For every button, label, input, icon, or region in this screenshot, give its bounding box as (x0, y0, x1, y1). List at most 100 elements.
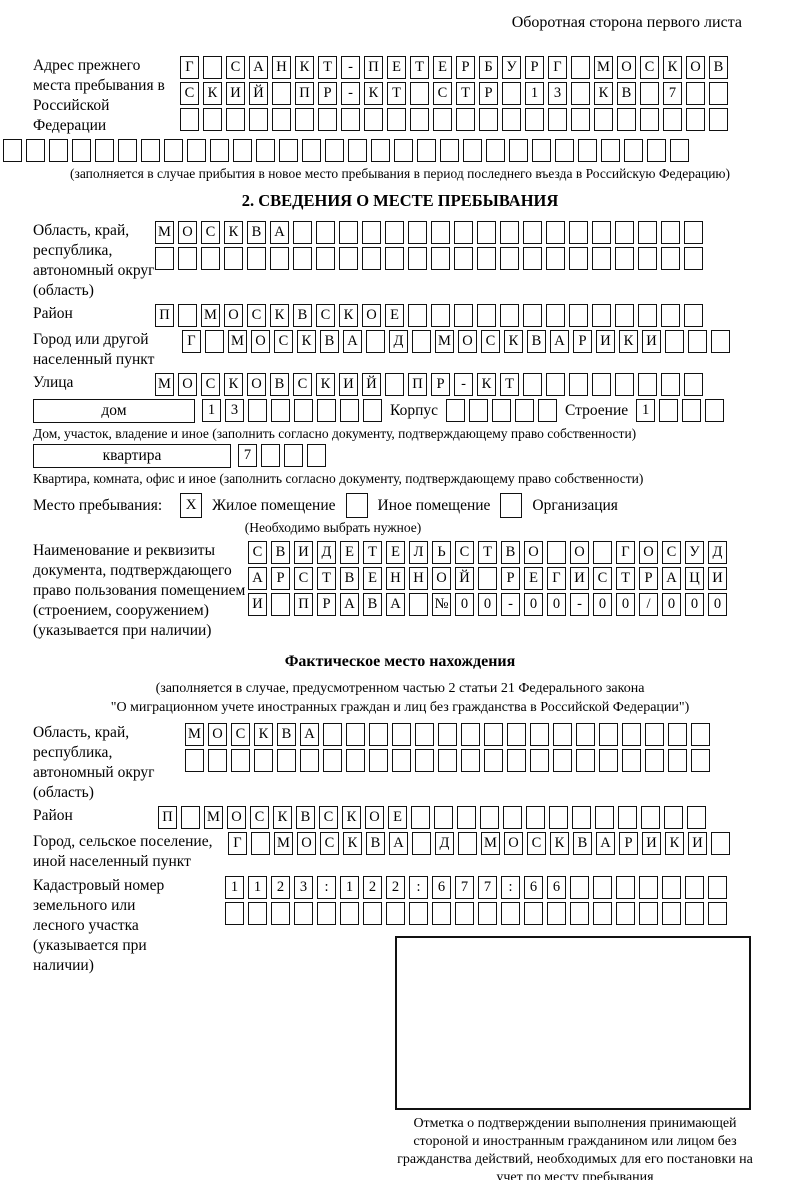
char-cell[interactable] (549, 806, 568, 829)
char-cell[interactable]: В (293, 304, 312, 327)
char-cell[interactable] (72, 139, 91, 162)
char-cell[interactable] (509, 139, 528, 162)
char-cell[interactable]: Р (456, 56, 475, 79)
char-cell[interactable] (385, 247, 404, 270)
char-cell[interactable] (3, 139, 22, 162)
char-cell[interactable] (432, 902, 451, 925)
char-cell[interactable]: А (343, 330, 362, 353)
char-cell[interactable]: О (570, 541, 589, 564)
char-cell[interactable] (261, 444, 280, 467)
char-cell[interactable] (316, 247, 335, 270)
char-cell[interactable] (538, 399, 557, 422)
char-cell[interactable]: О (365, 806, 384, 829)
char-cell[interactable]: Ь (432, 541, 451, 564)
char-cell[interactable]: 0 (708, 593, 727, 616)
char-cell[interactable] (709, 108, 728, 131)
char-cell[interactable]: 3 (294, 876, 313, 899)
char-cell[interactable]: 6 (524, 876, 543, 899)
char-cell[interactable] (325, 139, 344, 162)
char-cell[interactable]: 3 (548, 82, 567, 105)
char-cell[interactable] (548, 108, 567, 131)
char-cell[interactable]: К (224, 221, 243, 244)
char-cell[interactable] (469, 399, 488, 422)
char-cell[interactable] (456, 108, 475, 131)
char-cell[interactable]: 2 (271, 876, 290, 899)
char-cell[interactable]: И (294, 541, 313, 564)
char-cell[interactable] (323, 723, 342, 746)
char-cell[interactable]: К (477, 373, 496, 396)
char-cell[interactable] (616, 902, 635, 925)
char-cell[interactable]: О (178, 373, 197, 396)
char-cell[interactable] (366, 330, 385, 353)
char-cell[interactable] (385, 221, 404, 244)
char-cell[interactable] (463, 139, 482, 162)
char-cell[interactable] (477, 304, 496, 327)
char-cell[interactable]: Г (547, 567, 566, 590)
char-cell[interactable]: : (317, 876, 336, 899)
char-cell[interactable] (323, 749, 342, 772)
char-cell[interactable]: Р (501, 567, 520, 590)
char-cell[interactable] (523, 373, 542, 396)
char-cell[interactable] (180, 108, 199, 131)
char-cell[interactable] (272, 108, 291, 131)
char-cell[interactable] (569, 221, 588, 244)
char-cell[interactable]: О (208, 723, 227, 746)
char-cell[interactable] (663, 108, 682, 131)
char-cell[interactable] (569, 247, 588, 270)
char-cell[interactable] (553, 749, 572, 772)
char-cell[interactable] (661, 247, 680, 270)
char-cell[interactable] (492, 399, 511, 422)
char-cell[interactable]: А (340, 593, 359, 616)
char-cell[interactable] (410, 82, 429, 105)
char-cell[interactable]: В (271, 541, 290, 564)
char-cell[interactable]: М (155, 221, 174, 244)
char-cell[interactable] (457, 806, 476, 829)
char-cell[interactable] (412, 330, 431, 353)
char-cell[interactable]: П (155, 304, 174, 327)
char-cell[interactable] (507, 749, 526, 772)
char-cell[interactable]: Л (409, 541, 428, 564)
char-cell[interactable]: К (224, 373, 243, 396)
organization-checkbox[interactable] (500, 493, 523, 518)
char-cell[interactable] (576, 723, 595, 746)
char-cell[interactable]: С (250, 806, 269, 829)
char-cell[interactable]: Е (433, 56, 452, 79)
char-cell[interactable]: В (363, 593, 382, 616)
char-cell[interactable]: У (685, 541, 704, 564)
char-cell[interactable]: Й (362, 373, 381, 396)
char-cell[interactable]: М (185, 723, 204, 746)
char-cell[interactable] (622, 749, 641, 772)
char-cell[interactable]: В (709, 56, 728, 79)
char-cell[interactable]: С (294, 567, 313, 590)
char-cell[interactable] (340, 902, 359, 925)
char-cell[interactable]: 1 (636, 399, 656, 422)
char-cell[interactable] (294, 399, 313, 422)
char-cell[interactable]: Ц (685, 567, 704, 590)
char-cell[interactable] (659, 399, 679, 422)
char-cell[interactable] (178, 304, 197, 327)
char-cell[interactable]: И (226, 82, 245, 105)
char-cell[interactable] (95, 139, 114, 162)
char-cell[interactable] (526, 806, 545, 829)
char-cell[interactable]: С (274, 330, 293, 353)
char-cell[interactable]: С (226, 56, 245, 79)
char-cell[interactable] (571, 108, 590, 131)
char-cell[interactable] (300, 749, 319, 772)
char-cell[interactable] (546, 373, 565, 396)
char-cell[interactable]: И (248, 593, 267, 616)
char-cell[interactable]: Й (249, 82, 268, 105)
char-cell[interactable] (408, 304, 427, 327)
char-cell[interactable] (664, 806, 683, 829)
char-cell[interactable]: С (316, 304, 335, 327)
char-cell[interactable]: В (501, 541, 520, 564)
char-cell[interactable] (249, 108, 268, 131)
char-cell[interactable]: К (594, 82, 613, 105)
char-cell[interactable] (593, 876, 612, 899)
char-cell[interactable] (687, 806, 706, 829)
char-cell[interactable] (318, 108, 337, 131)
char-cell[interactable] (185, 749, 204, 772)
char-cell[interactable] (226, 108, 245, 131)
char-cell[interactable] (369, 749, 388, 772)
char-cell[interactable]: Т (317, 567, 336, 590)
char-cell[interactable]: - (341, 56, 360, 79)
